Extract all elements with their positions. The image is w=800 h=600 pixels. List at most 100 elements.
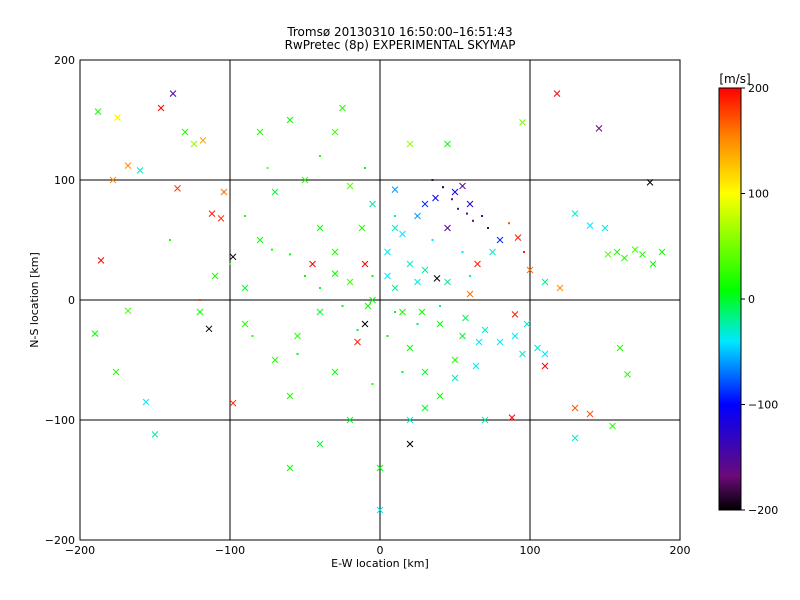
chart-title: Tromsø 20130310 16:50:00–16:51:43 <box>287 25 513 39</box>
point-x <box>436 320 444 328</box>
point-x <box>208 210 216 217</box>
colorbar-tick-label: 0 <box>748 293 755 306</box>
point-x <box>151 431 159 438</box>
point-dot <box>508 222 510 225</box>
point-x <box>541 362 549 370</box>
colorbar-tick-label: 200 <box>748 82 769 95</box>
point-x <box>331 270 339 277</box>
point-x <box>609 422 616 430</box>
point-dot <box>401 371 404 373</box>
point-x <box>364 302 372 310</box>
point-x <box>451 188 459 196</box>
point-x <box>604 251 612 258</box>
point-x <box>571 434 579 442</box>
point-x <box>459 182 466 190</box>
point-x <box>361 260 369 268</box>
point-dot <box>364 167 366 169</box>
point-dot <box>431 179 434 181</box>
point-dot <box>289 253 291 256</box>
point-x <box>109 176 117 184</box>
y-axis-label: N-S location [km] <box>28 252 41 348</box>
point-x <box>331 368 339 376</box>
point-x <box>444 278 451 286</box>
point-x <box>553 90 561 97</box>
point-dot <box>386 335 389 337</box>
point-x <box>286 392 294 400</box>
colorbar-tick-label: −200 <box>748 504 778 517</box>
point-x <box>169 90 177 97</box>
point-x <box>256 128 264 136</box>
x-tick-label: 200 <box>670 544 691 557</box>
x-tick-label: 0 <box>377 544 384 557</box>
point-x <box>391 186 399 193</box>
point-x <box>541 278 549 286</box>
point-dot <box>371 275 374 277</box>
point-x <box>181 128 189 136</box>
point-x <box>369 200 376 208</box>
point-x <box>361 320 369 328</box>
point-dot <box>371 383 374 385</box>
point-x <box>229 399 237 407</box>
point-x <box>496 236 504 244</box>
point-x <box>406 140 414 148</box>
point-x <box>229 253 237 261</box>
point-dot <box>356 329 359 331</box>
point-x <box>459 332 466 340</box>
point-dot <box>439 305 441 307</box>
point-x <box>174 185 181 192</box>
x-axis-label: E-W location [km] <box>331 557 429 570</box>
point-x <box>466 200 474 208</box>
point-x <box>376 506 384 514</box>
point-x <box>451 374 459 382</box>
point-x <box>414 278 421 286</box>
point-x <box>211 272 219 280</box>
point-x <box>391 224 399 232</box>
point-dot <box>341 305 344 307</box>
colorbar <box>718 87 742 511</box>
point-x <box>601 224 609 232</box>
point-x <box>354 338 361 346</box>
point-x <box>114 114 121 121</box>
point-x <box>526 266 534 274</box>
point-x <box>220 188 228 196</box>
point-x <box>309 260 316 268</box>
y-tick-label: −100 <box>45 414 75 427</box>
point-dot <box>394 311 396 313</box>
point-x <box>631 246 639 253</box>
x-axis-ticks: −200 −100 0 100 200 <box>65 544 691 557</box>
point-x <box>316 440 324 448</box>
point-x <box>205 325 213 333</box>
point-x <box>436 392 444 400</box>
point-x <box>384 248 391 256</box>
point-dot <box>416 323 419 325</box>
x-tick-label: −100 <box>215 544 245 557</box>
point-x <box>391 284 399 292</box>
point-x <box>534 344 541 352</box>
point-x <box>271 356 279 364</box>
point-x <box>331 248 339 256</box>
point-dot <box>244 215 246 217</box>
grid-lines <box>80 60 680 540</box>
point-x <box>421 404 429 412</box>
point-dot <box>304 275 306 277</box>
point-x <box>406 260 414 268</box>
colorbar-tick-label: −100 <box>748 399 778 412</box>
point-dot <box>394 215 396 217</box>
point-x <box>556 284 564 292</box>
point-dot <box>296 353 299 355</box>
point-x <box>241 320 249 328</box>
point-x <box>399 230 406 238</box>
point-x <box>339 104 346 112</box>
point-dot <box>457 207 459 210</box>
point-x <box>406 416 414 424</box>
point-x <box>571 210 579 217</box>
point-x <box>369 296 376 304</box>
colorbar-label: [m/s] <box>719 72 750 86</box>
point-x <box>523 320 531 328</box>
point-dot <box>442 186 444 189</box>
point-dot <box>466 212 468 215</box>
point-x <box>256 236 264 244</box>
point-x <box>586 410 594 418</box>
chart-subtitle: RwPretec (8p) EXPERIMENTAL SKYMAP <box>284 38 516 52</box>
point-dot <box>469 275 471 277</box>
